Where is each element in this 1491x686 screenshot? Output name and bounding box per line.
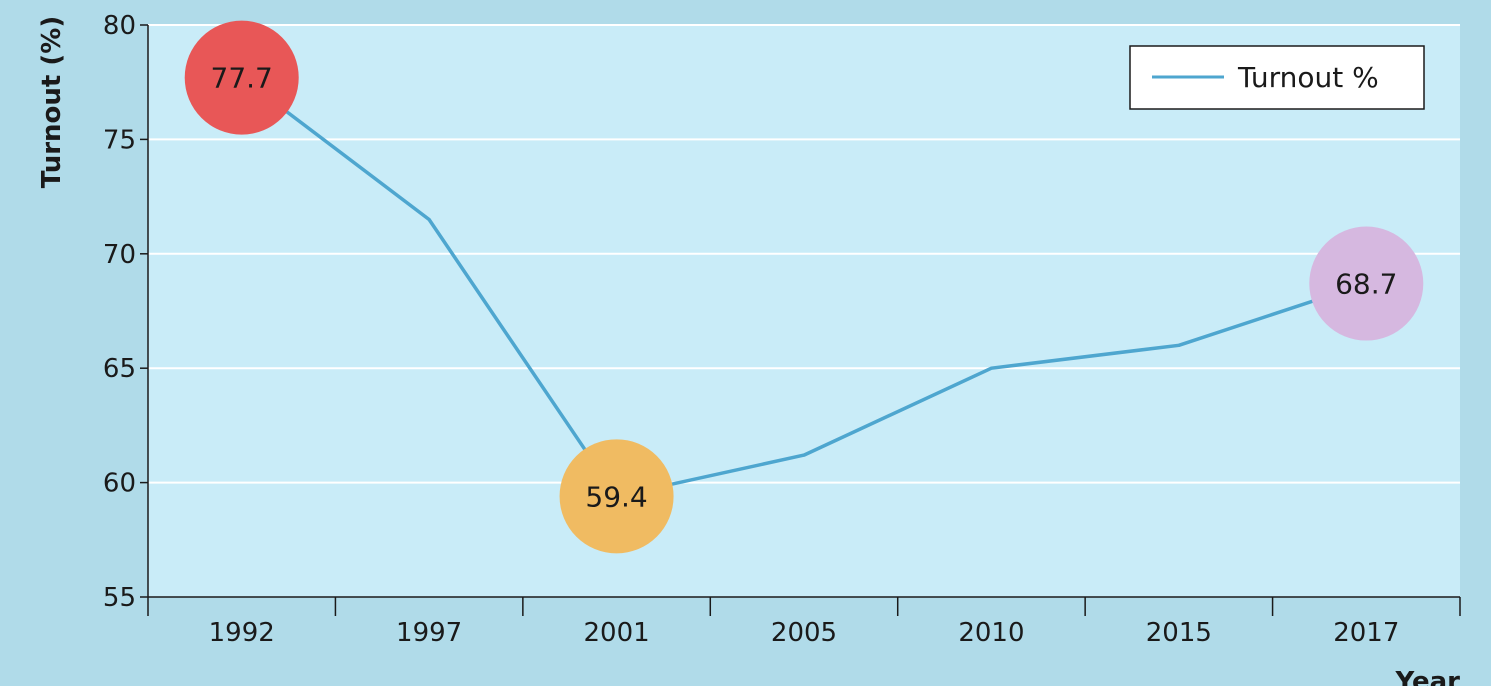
axes: 55 60 65 70 75 80 1992 1997 2001 2005 2010 2015 2017 [103, 11, 1461, 648]
data-point [427, 217, 431, 221]
x-tick-label: 1992 [209, 618, 275, 648]
data-point [802, 453, 806, 457]
x-tick-label: 2017 [1333, 618, 1399, 648]
y-tick-label: 70 [103, 240, 136, 270]
y-tick-label: 60 [103, 469, 136, 499]
plot-area [148, 25, 1460, 597]
data-label: 77.7 [211, 62, 273, 95]
legend-label: Turnout % [1237, 61, 1379, 94]
y-tick-label: 80 [103, 11, 136, 41]
data-label: 68.7 [1335, 268, 1397, 301]
data-point [989, 366, 993, 370]
x-tick-label: 2010 [958, 618, 1024, 648]
y-tick-label: 75 [103, 125, 136, 155]
legend: Turnout % [1129, 45, 1425, 110]
y-tick-label: 55 [103, 583, 136, 613]
y-axis-title: Turnout (%) [37, 16, 67, 188]
data-label: 59.4 [585, 480, 647, 513]
highlight-bubbles: 77.7 59.4 68.7 [184, 20, 1424, 554]
data-point [1177, 343, 1181, 347]
highlight-bubble [184, 20, 299, 135]
x-tick-label: 2015 [1146, 618, 1212, 648]
highlight-bubble [559, 439, 674, 554]
highlight-bubble [1309, 226, 1424, 341]
gridlines [148, 24, 1460, 484]
x-tick-label: 2001 [583, 618, 649, 648]
x-tick-label: 2005 [771, 618, 837, 648]
x-axis-title: Year [1395, 667, 1461, 686]
x-tick-label: 1997 [396, 618, 462, 648]
y-tick-label: 65 [103, 354, 136, 384]
